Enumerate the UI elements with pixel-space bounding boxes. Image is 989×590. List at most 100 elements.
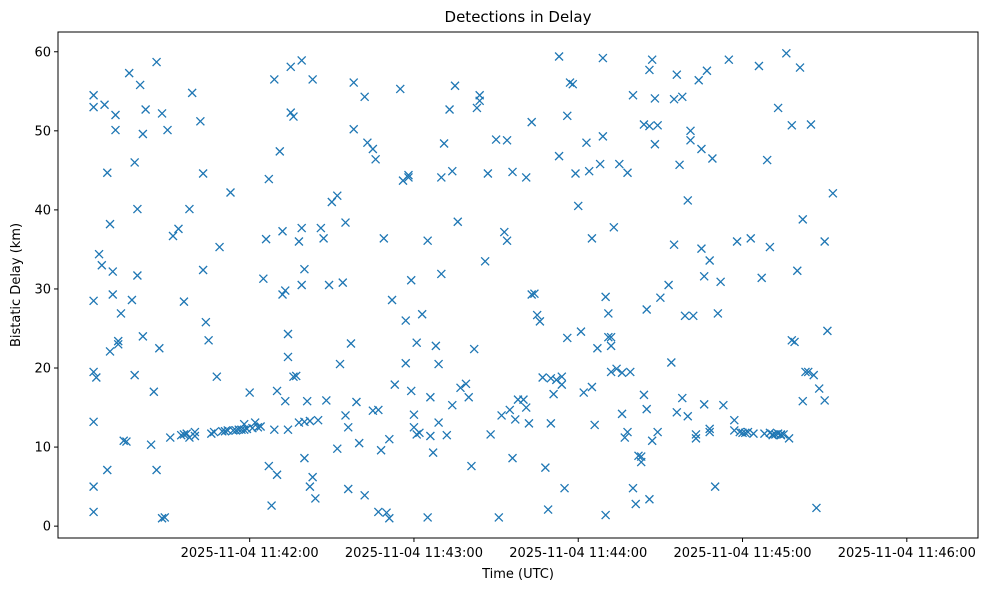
data-point bbox=[412, 338, 422, 348]
data-point bbox=[450, 81, 460, 91]
data-point bbox=[321, 395, 331, 405]
data-point bbox=[113, 339, 123, 349]
data-point bbox=[146, 440, 156, 450]
data-point bbox=[491, 135, 501, 144]
data-point bbox=[368, 144, 378, 154]
data-point bbox=[258, 274, 268, 284]
data-point bbox=[89, 90, 99, 100]
data-point bbox=[113, 336, 123, 346]
data-point bbox=[675, 160, 685, 170]
data-point bbox=[529, 289, 539, 299]
data-point bbox=[798, 214, 808, 224]
data-point bbox=[691, 429, 701, 439]
data-point bbox=[267, 501, 277, 511]
data-point bbox=[299, 453, 309, 463]
y-tick-label: 0 bbox=[43, 520, 51, 535]
data-point bbox=[384, 434, 394, 444]
data-point bbox=[644, 65, 654, 75]
data-point bbox=[466, 461, 476, 471]
data-point bbox=[565, 78, 575, 88]
data-point bbox=[683, 195, 693, 205]
data-point bbox=[423, 512, 433, 522]
data-point bbox=[406, 275, 416, 285]
data-point bbox=[313, 415, 323, 425]
data-point bbox=[382, 508, 392, 518]
data-point bbox=[560, 483, 570, 493]
data-point bbox=[554, 151, 564, 161]
data-point bbox=[598, 53, 608, 63]
data-point bbox=[614, 159, 624, 169]
data-point bbox=[527, 290, 537, 299]
data-point bbox=[475, 90, 485, 100]
data-point bbox=[108, 290, 118, 299]
data-point bbox=[401, 358, 411, 368]
data-point bbox=[562, 333, 572, 343]
data-point bbox=[111, 110, 120, 120]
data-point bbox=[409, 410, 419, 420]
data-point bbox=[461, 379, 471, 389]
data-point bbox=[100, 100, 110, 110]
data-point bbox=[154, 343, 164, 353]
data-point bbox=[89, 482, 99, 492]
data-point bbox=[439, 139, 449, 148]
data-point bbox=[521, 173, 531, 182]
data-point bbox=[696, 244, 706, 254]
data-point bbox=[165, 433, 175, 443]
data-point bbox=[743, 427, 753, 437]
data-point bbox=[308, 472, 318, 482]
data-point bbox=[732, 237, 742, 246]
x-axis: 2025-11-04 11:42:00 2025-11-04 11:43:00 20… bbox=[181, 538, 976, 561]
data-point bbox=[132, 271, 142, 280]
data-point bbox=[190, 427, 200, 437]
data-point bbox=[584, 166, 594, 176]
y-tick-label: 10 bbox=[34, 441, 51, 456]
data-point bbox=[130, 370, 140, 380]
data-point bbox=[349, 78, 359, 88]
data-point bbox=[132, 204, 142, 214]
data-point bbox=[765, 242, 775, 252]
data-point bbox=[502, 135, 512, 145]
data-point bbox=[483, 169, 493, 178]
data-point bbox=[269, 74, 279, 84]
data-point bbox=[644, 121, 654, 131]
data-point bbox=[456, 383, 465, 393]
data-point bbox=[557, 372, 567, 382]
data-point bbox=[713, 309, 723, 318]
data-point bbox=[269, 425, 279, 435]
data-point bbox=[294, 237, 304, 246]
data-point bbox=[639, 390, 649, 400]
data-point bbox=[168, 231, 178, 241]
data-point bbox=[163, 125, 172, 135]
data-point bbox=[562, 111, 572, 121]
data-point bbox=[324, 280, 334, 290]
data-point bbox=[792, 266, 802, 276]
data-point bbox=[376, 445, 386, 455]
y-axis: 0 10 20 30 40 50 60 bbox=[34, 45, 58, 535]
data-point bbox=[571, 169, 580, 178]
data-point bbox=[332, 444, 342, 454]
data-point bbox=[762, 155, 772, 165]
data-point bbox=[773, 103, 783, 113]
data-point bbox=[688, 311, 698, 321]
data-point bbox=[447, 400, 457, 410]
data-point bbox=[176, 430, 186, 440]
data-point bbox=[283, 329, 293, 339]
data-point bbox=[472, 103, 482, 113]
data-point bbox=[631, 499, 641, 509]
data-point bbox=[729, 415, 739, 425]
data-point bbox=[664, 280, 674, 290]
data-point bbox=[272, 386, 282, 396]
data-point bbox=[521, 403, 531, 413]
data-point bbox=[91, 373, 101, 382]
data-point bbox=[612, 364, 622, 374]
data-point bbox=[417, 309, 427, 319]
data-point bbox=[253, 422, 263, 432]
data-point bbox=[576, 327, 586, 337]
data-point bbox=[677, 393, 687, 403]
data-point bbox=[603, 332, 613, 342]
data-point bbox=[502, 236, 512, 246]
data-point bbox=[179, 297, 189, 307]
data-point bbox=[636, 452, 646, 462]
data-point bbox=[639, 120, 649, 129]
